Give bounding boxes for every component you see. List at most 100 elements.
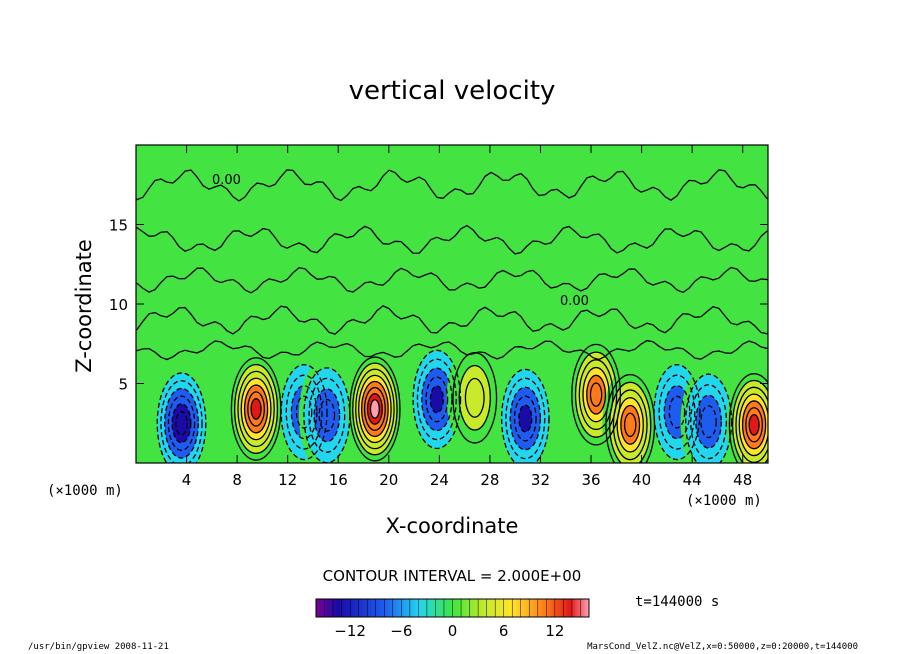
x-tick-label: 8	[232, 471, 242, 489]
contour-line	[735, 386, 768, 463]
zero-contour	[136, 305, 768, 335]
velocity-cell	[726, 366, 768, 463]
contour-line	[313, 388, 341, 443]
x-tick-label: 48	[733, 471, 752, 489]
contour-line	[612, 389, 648, 461]
contour-line	[458, 364, 491, 431]
contour-line	[685, 373, 733, 463]
colorbar-tick-label: 6	[499, 622, 509, 640]
y-tick-label: 10	[109, 296, 128, 314]
contour-line	[586, 374, 607, 415]
contour-line	[280, 364, 328, 461]
x-tick-label: 36	[581, 471, 600, 489]
contour-line	[616, 397, 644, 453]
contour-line	[574, 351, 618, 438]
contour-line	[167, 395, 196, 451]
contour-line	[421, 367, 453, 432]
contour-line	[429, 385, 444, 414]
velocity-cell	[497, 360, 554, 463]
footer-left: /usr/bin/gpview 2008-11-21	[28, 642, 169, 652]
colorbar-tick-label: −6	[390, 622, 412, 640]
zero-contour	[136, 224, 768, 255]
x-tick-label: 12	[278, 471, 297, 489]
contour-line	[416, 358, 457, 441]
contour-line	[695, 394, 722, 449]
contour-line	[589, 382, 603, 407]
zero-contour	[136, 266, 768, 294]
x-tick-label: 40	[632, 471, 651, 489]
contour-line	[247, 391, 265, 427]
contour-line	[366, 393, 383, 425]
contour-line	[732, 379, 768, 463]
contour-line	[355, 368, 395, 450]
contour-line	[741, 400, 767, 450]
contour-line	[745, 407, 763, 443]
contour-line	[234, 363, 279, 454]
contour-line	[240, 377, 272, 441]
contour-line	[358, 374, 392, 444]
x-tick-label: 32	[531, 471, 550, 489]
contour-line	[243, 384, 269, 434]
contour-line	[748, 413, 760, 436]
contour-line	[160, 380, 203, 463]
contour-line	[412, 349, 462, 450]
contour-line	[609, 381, 652, 463]
contour-line	[164, 387, 199, 459]
contour-line	[171, 403, 192, 444]
contour-line	[290, 385, 318, 440]
contour-line	[349, 356, 401, 462]
chart-title: vertical velocity	[348, 76, 556, 106]
x-tick-label: 24	[430, 471, 449, 489]
footer-right: MarsCond_VelZ.nc@VelZ,x=0:50000,z=0:2000…	[587, 642, 858, 652]
contour-line	[360, 380, 389, 438]
contour-line	[658, 374, 696, 450]
x-unit-left: (×1000 m)	[47, 483, 123, 499]
contour-value-label: 0.00	[560, 294, 589, 309]
contour-line	[653, 364, 701, 461]
contour-line	[728, 373, 768, 463]
colorbar-tick-label: 12	[545, 622, 564, 640]
colorbar-tick-label: −12	[334, 622, 366, 640]
contour-line	[620, 404, 641, 445]
contour-line	[623, 412, 637, 438]
x-tick-label: 4	[182, 471, 192, 489]
contour-line	[295, 395, 313, 429]
contour-line	[700, 405, 717, 439]
contour-line	[505, 377, 546, 460]
x-axis-label: X-coordinate	[385, 514, 519, 538]
contour-line	[500, 368, 550, 463]
contour-line	[571, 343, 622, 446]
velocity-cell	[153, 365, 210, 463]
contour-line	[285, 374, 323, 450]
x-tick-label: 20	[379, 471, 398, 489]
time-label: t=144000 s	[635, 594, 720, 610]
contour-line	[663, 385, 691, 440]
contour-line	[425, 376, 449, 423]
x-unit-right: (×1000 m)	[686, 493, 762, 509]
contour-line	[237, 370, 275, 448]
contour-line	[156, 372, 207, 463]
x-tick-label: 16	[329, 471, 348, 489]
contour-line	[352, 362, 398, 456]
contour-value-label: 0.00	[212, 173, 241, 188]
colorbar-tick-label: 0	[448, 622, 458, 640]
y-tick-label: 5	[118, 376, 128, 394]
contour-line	[578, 359, 614, 431]
contour-line	[518, 404, 533, 433]
contour-line	[175, 410, 188, 436]
y-tick-label: 15	[109, 217, 128, 235]
y-axis-label: Z-coordinate	[72, 239, 96, 373]
contour-line	[318, 398, 336, 432]
contour-line	[738, 393, 768, 457]
zero-contour	[136, 169, 768, 202]
contour-line	[464, 377, 485, 418]
zero-contour	[136, 339, 768, 361]
velocity-cell	[228, 350, 285, 463]
contour-line	[308, 377, 346, 453]
contour-line	[363, 386, 386, 431]
x-tick-label: 44	[683, 471, 702, 489]
contour-line	[250, 398, 262, 420]
contour-line	[582, 366, 610, 423]
x-tick-label: 28	[480, 471, 499, 489]
